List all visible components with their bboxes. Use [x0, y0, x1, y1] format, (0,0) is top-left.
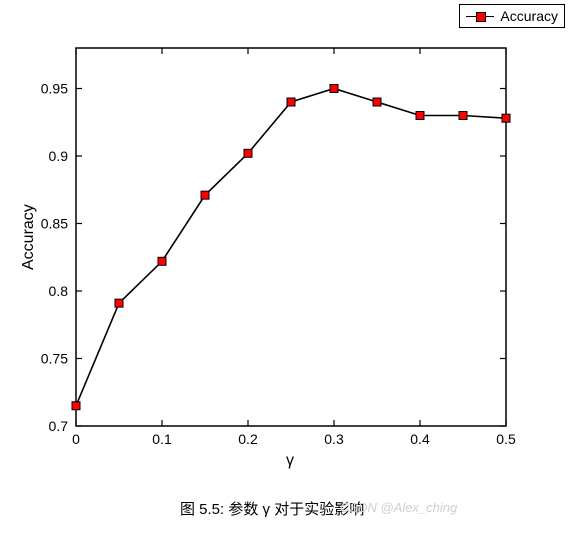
svg-text:0.1: 0.1: [152, 431, 172, 447]
svg-text:0.75: 0.75: [41, 351, 68, 367]
watermark: CSDN @Alex_ching: [340, 500, 457, 515]
svg-text:0.85: 0.85: [41, 216, 68, 232]
svg-text:0.5: 0.5: [496, 431, 516, 447]
svg-text:0.2: 0.2: [238, 431, 258, 447]
svg-text:0.95: 0.95: [41, 81, 68, 97]
svg-text:0: 0: [72, 431, 80, 447]
y-axis-title: Accuracy: [20, 204, 38, 270]
svg-text:0.8: 0.8: [49, 283, 69, 299]
svg-text:0.3: 0.3: [324, 431, 344, 447]
x-axis-title: γ: [286, 452, 294, 470]
svg-text:0.4: 0.4: [410, 431, 430, 447]
figure-caption: 图 5.5: 参数 γ 对于实验影响: [180, 498, 364, 519]
svg-text:0.9: 0.9: [49, 148, 69, 164]
svg-text:0.7: 0.7: [49, 418, 69, 434]
